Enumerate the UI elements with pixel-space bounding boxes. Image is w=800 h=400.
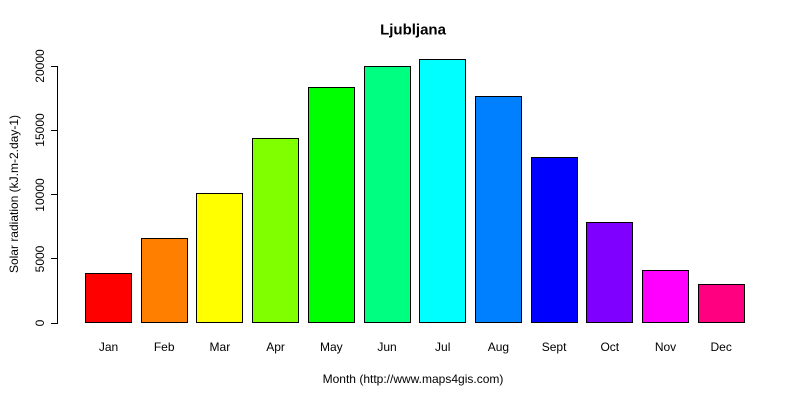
y-axis-line bbox=[57, 66, 58, 324]
x-tick-label-feb: Feb bbox=[153, 340, 175, 354]
x-tick-label-apr: Apr bbox=[266, 340, 285, 354]
x-tick-label-jun: Jun bbox=[377, 340, 397, 354]
bar-aug bbox=[474, 96, 522, 323]
y-tick-0 bbox=[51, 322, 57, 324]
bar-mar bbox=[196, 192, 244, 323]
x-tick-label-oct: Oct bbox=[600, 340, 620, 354]
bar-dec bbox=[697, 284, 745, 323]
x-tick-label-sept: Sept bbox=[541, 340, 567, 354]
y-tick-5000 bbox=[51, 258, 57, 260]
y-tick-label-20000: 20000 bbox=[33, 49, 47, 83]
y-tick-label-10000: 10000 bbox=[33, 177, 47, 212]
x-tick-label-may: May bbox=[319, 340, 343, 354]
y-tick-label-5000: 5000 bbox=[33, 245, 47, 273]
x-tick-label-dec: Dec bbox=[710, 340, 732, 354]
y-tick-label-0: 0 bbox=[33, 319, 47, 327]
bar-jun bbox=[363, 66, 411, 323]
x-tick-label-aug: Aug bbox=[487, 340, 510, 354]
y-axis-label: Solar radiation (kJ.m-2.day-1) bbox=[7, 114, 21, 274]
bar-may bbox=[307, 86, 355, 323]
bar-jan bbox=[85, 272, 132, 323]
x-tick-label-mar: Mar bbox=[209, 340, 231, 354]
y-tick-label-15000: 15000 bbox=[33, 113, 47, 147]
x-tick-label-jan: Jan bbox=[98, 340, 119, 354]
bar-jul bbox=[419, 58, 467, 323]
x-tick-label-nov: Nov bbox=[654, 340, 677, 354]
bar-oct bbox=[586, 221, 634, 323]
bar-nov bbox=[642, 269, 689, 323]
chart-title: Ljubljana bbox=[380, 21, 446, 39]
bar-feb bbox=[140, 237, 188, 323]
bar-sept bbox=[530, 157, 578, 323]
x-axis-label: Month (http://www.maps4gis.com) bbox=[322, 372, 504, 386]
y-tick-15000 bbox=[51, 129, 57, 131]
y-tick-20000 bbox=[51, 65, 57, 67]
x-tick-label-jul: Jul bbox=[435, 340, 451, 354]
y-tick-10000 bbox=[51, 194, 57, 195]
bar-apr bbox=[252, 138, 300, 323]
